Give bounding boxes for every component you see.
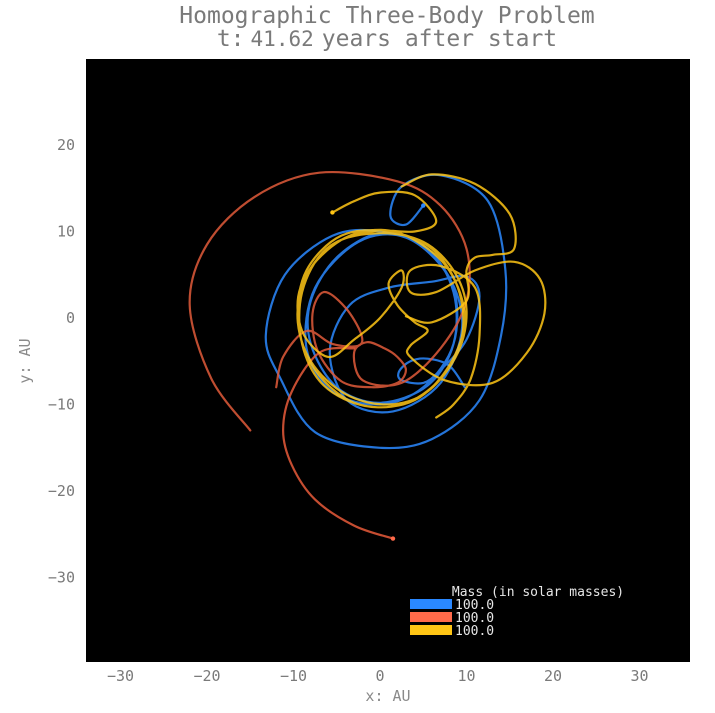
axis-ticks: −30 −20 −10 0 10 20 30 −30 −20 −10 0 10 20 xyxy=(48,136,649,685)
body-marker-2 xyxy=(390,536,396,541)
time-value: 41.62 xyxy=(251,27,314,51)
x-tick-label: 10 xyxy=(457,667,475,685)
y-tick-label: −30 xyxy=(48,569,75,587)
y-tick-label: 10 xyxy=(57,223,75,241)
y-tick-label: −20 xyxy=(48,482,75,500)
body-marker-1 xyxy=(421,203,426,208)
body-marker-3 xyxy=(330,210,335,215)
chart-subtitle: t: 41.62 years after start xyxy=(217,26,557,52)
plot-area xyxy=(86,59,690,662)
orbit-trail-1 xyxy=(264,173,508,450)
y-tick-label: 0 xyxy=(66,309,75,327)
orbit-trail-3 xyxy=(282,346,395,540)
orbit-trails xyxy=(188,171,547,540)
chart-title: Homographic Three-Body Problem xyxy=(179,3,594,29)
x-tick-label: −20 xyxy=(193,667,220,685)
legend-title: Mass (in solar masses) xyxy=(452,585,624,600)
y-axis-label: y: AU xyxy=(16,338,34,383)
x-axis-label: x: AU xyxy=(365,687,410,705)
x-tick-label: 20 xyxy=(544,667,562,685)
orbit-trail-5 xyxy=(400,173,517,324)
legend-swatch-3 xyxy=(410,625,452,635)
subtitle-prefix: t: xyxy=(217,26,245,52)
body-markers xyxy=(330,203,426,541)
legend: Mass (in solar masses) 100.0 100.0 100.0 xyxy=(410,585,624,639)
legend-label-3: 100.0 xyxy=(455,624,494,639)
x-tick-label: 0 xyxy=(375,667,384,685)
legend-label-1: 100.0 xyxy=(455,598,494,613)
x-tick-label: −30 xyxy=(107,667,134,685)
y-tick-label: −10 xyxy=(48,396,75,414)
legend-swatch-2 xyxy=(410,612,452,622)
x-tick-label: 30 xyxy=(630,667,648,685)
x-tick-label: −10 xyxy=(280,667,307,685)
orbit-trail-4 xyxy=(296,190,547,419)
legend-swatch-1 xyxy=(410,599,452,609)
legend-label-2: 100.0 xyxy=(455,611,494,626)
subtitle-suffix: years after start xyxy=(322,26,557,52)
y-tick-label: 20 xyxy=(57,136,75,154)
